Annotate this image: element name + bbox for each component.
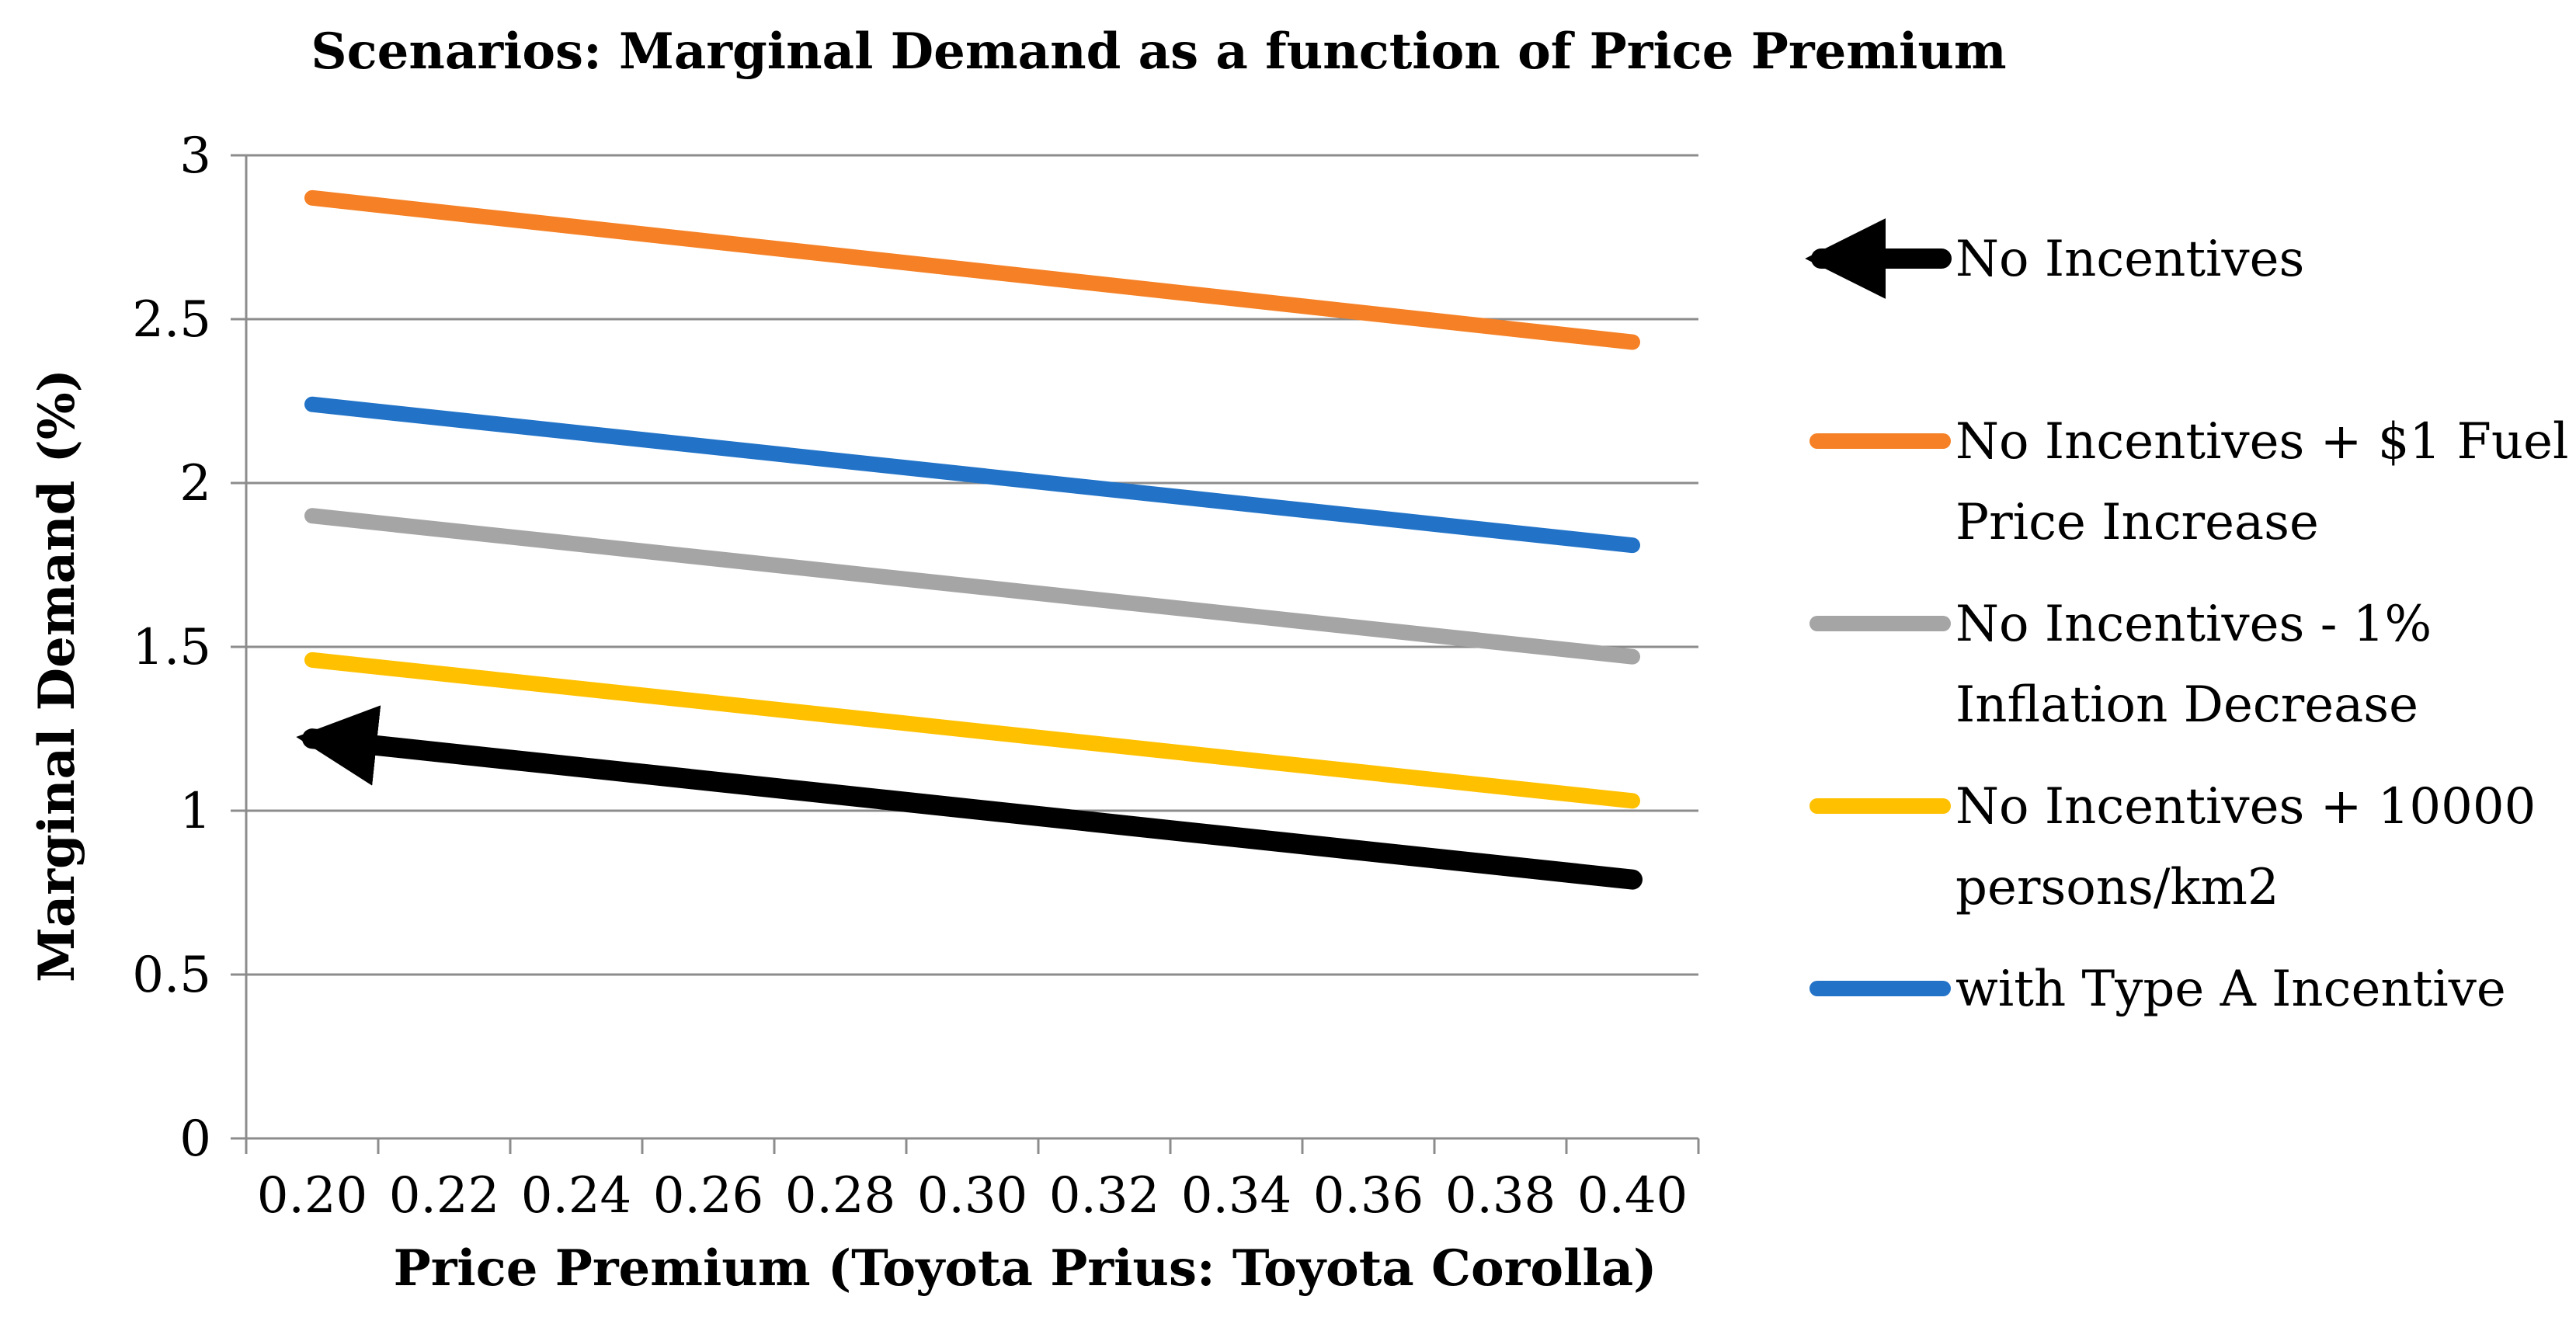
y-tick-label: 0.5 (132, 947, 211, 1004)
x-tick-label: 0.26 (653, 1167, 764, 1225)
legend-label-no-incentives-10000-persons-km2: No Incentives + 10000 (1955, 778, 2536, 836)
legend-label-no-incentives: No Incentives (1955, 231, 2304, 288)
series-line-no-incentives-10000-persons-km2 (304, 652, 1640, 809)
x-tick-label: 0.22 (389, 1167, 500, 1225)
chart-title: Scenarios: Marginal Demand as a function… (311, 23, 2006, 81)
legend-label-no-incentives-1-inflation-decrease: No Incentives - 1% (1955, 596, 2432, 653)
legend-label-no-incentives-1-inflation-decrease: Inflation Decrease (1955, 676, 2418, 734)
grid (246, 154, 1698, 976)
x-tick-label: 0.20 (257, 1167, 368, 1225)
series-line-no-incentives (296, 705, 1643, 890)
x-tick-label: 0.36 (1313, 1167, 1424, 1225)
legend-label-no-incentives-1-fuel-price-increase: Price Increase (1955, 494, 2319, 551)
x-tick-label: 0.32 (1049, 1167, 1160, 1225)
x-tick-label: 0.40 (1577, 1167, 1688, 1225)
x-tick-label: 0.34 (1181, 1167, 1292, 1225)
axes: 0 0.5 1 1.5 2 2.5 3 0.20 0.22 0.24 0.26 0.28 0.30 0.3… (132, 127, 1700, 1225)
legend-label-no-incentives-1-fuel-price-increase: No Incentives + $1 Fuel (1955, 413, 2568, 471)
series-line-no-incentives-1-fuel-price-increase (304, 189, 1640, 350)
plot-area (296, 189, 1643, 890)
legend-label-with-type-a-incentive: with Type A Incentive (1955, 961, 2506, 1018)
y-tick-label: 2 (179, 455, 211, 513)
x-tick-label: 0.30 (917, 1167, 1028, 1225)
x-tick-label: 0.24 (521, 1167, 632, 1225)
y-axis-title: Marginal Demand (%) (28, 369, 86, 982)
y-tick-label: 3 (179, 127, 211, 185)
x-tick-label: 0.28 (785, 1167, 896, 1225)
legend-label-no-incentives-10000-persons-km2: persons/km2 (1955, 859, 2279, 916)
y-tick-label: 2.5 (132, 291, 211, 349)
y-tick-label: 1.5 (132, 619, 211, 676)
series-line-with-type-a-incentive (304, 396, 1640, 554)
x-tick-label: 0.38 (1445, 1167, 1556, 1225)
legend: No Incentives No Incentives + $1 Fuel Pric… (1805, 218, 2568, 1018)
y-tick-label: 0 (179, 1110, 211, 1168)
y-tick-label: 1 (179, 783, 211, 840)
x-axis-title: Price Premium (Toyota Prius: Toyota Coro… (394, 1239, 1657, 1298)
series-line-no-incentives-1-inflation-decrease (304, 508, 1640, 665)
